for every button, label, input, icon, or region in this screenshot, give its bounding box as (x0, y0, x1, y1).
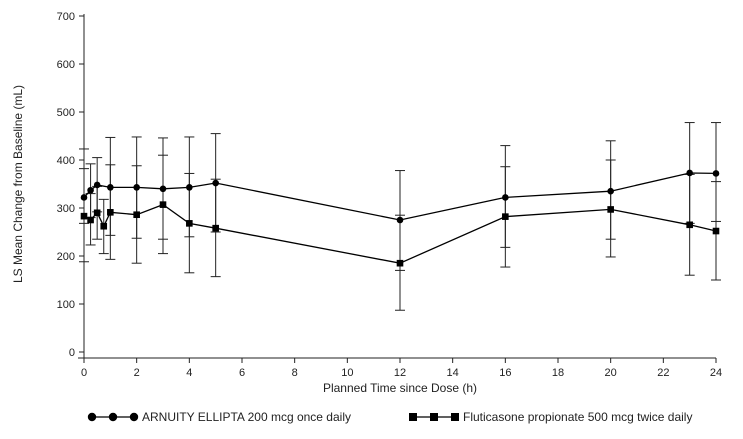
data-point-square (396, 259, 404, 267)
data-point-square (87, 216, 94, 224)
x-tick-label: 2 (134, 367, 140, 379)
data-point-square (93, 209, 101, 217)
data-point-circle (87, 186, 94, 194)
data-point-circle (93, 181, 101, 189)
data-point-circle (133, 184, 140, 191)
x-tick-label: 14 (447, 367, 459, 379)
data-point-circle (502, 194, 509, 201)
legend-swatch-circle (87, 412, 139, 422)
data-point-square (607, 206, 614, 213)
x-tick-label: 20 (605, 367, 617, 379)
x-tick-label: 8 (292, 367, 298, 379)
y-tick-label: 400 (57, 155, 75, 167)
data-point-circle (186, 184, 193, 191)
x-tick-label: 22 (657, 367, 669, 379)
data-point-square (107, 209, 114, 216)
data-point-circle (686, 169, 693, 177)
legend-label-fluticasone: Fluticasone propionate 500 mcg twice dai… (463, 410, 692, 424)
legend-label-arnuity: ARNUITY ELLIPTA 200 mcg once daily (142, 410, 351, 424)
data-point-square (159, 201, 167, 208)
legend-swatch-square (409, 413, 459, 421)
x-tick-label: 18 (552, 367, 564, 379)
legend-marker-circle (129, 412, 139, 422)
y-tick-label: 600 (57, 59, 75, 71)
x-tick-label: 0 (81, 367, 87, 379)
x-tick-label: 12 (394, 367, 406, 379)
x-tick-label: 6 (239, 367, 245, 379)
data-point-square (212, 224, 219, 232)
y-axis-title: LS Mean Change from Baseline (mL) (11, 85, 25, 283)
x-tick-label: 24 (710, 367, 722, 379)
data-point-circle (607, 187, 614, 195)
data-point-circle (396, 216, 404, 224)
data-point-square (133, 211, 140, 219)
data-point-square (80, 212, 88, 220)
data-point-circle (80, 194, 88, 201)
data-point-circle (159, 185, 167, 193)
y-tick-label: 200 (57, 251, 75, 263)
y-tick-label: 500 (57, 107, 75, 119)
y-tick-label: 0 (69, 347, 75, 359)
legend-item-fluticasone: Fluticasone propionate 500 mcg twice dai… (409, 410, 692, 424)
x-tick-label: 10 (341, 367, 353, 379)
error-bars (79, 122, 721, 311)
y-tick-label: 300 (57, 203, 75, 215)
data-point-square (712, 227, 720, 235)
axes (78, 14, 716, 359)
legend-marker-circle (108, 412, 118, 422)
data-point-circle (107, 184, 114, 191)
x-axis-title: Planned Time since Dose (h) (323, 381, 477, 395)
legend-marker-square (430, 413, 438, 421)
x-tick-label: 16 (499, 367, 511, 379)
data-point-square (502, 213, 509, 220)
legend-item-arnuity: ARNUITY ELLIPTA 200 mcg once daily (87, 410, 351, 424)
y-tick-label: 100 (57, 299, 75, 311)
data-markers (80, 169, 720, 267)
legend: ARNUITY ELLIPTA 200 mcg once daily Fluti… (87, 410, 692, 424)
data-point-square (186, 220, 193, 227)
data-point-square (100, 222, 108, 230)
data-point-square (686, 221, 693, 229)
y-tick-label: 700 (57, 11, 75, 23)
x-tick-label: 4 (186, 367, 192, 379)
legend-marker-circle (87, 412, 97, 422)
data-point-circle (212, 179, 219, 187)
data-point-circle (712, 170, 720, 177)
legend-marker-square (451, 413, 459, 421)
legend-marker-square (409, 413, 417, 421)
